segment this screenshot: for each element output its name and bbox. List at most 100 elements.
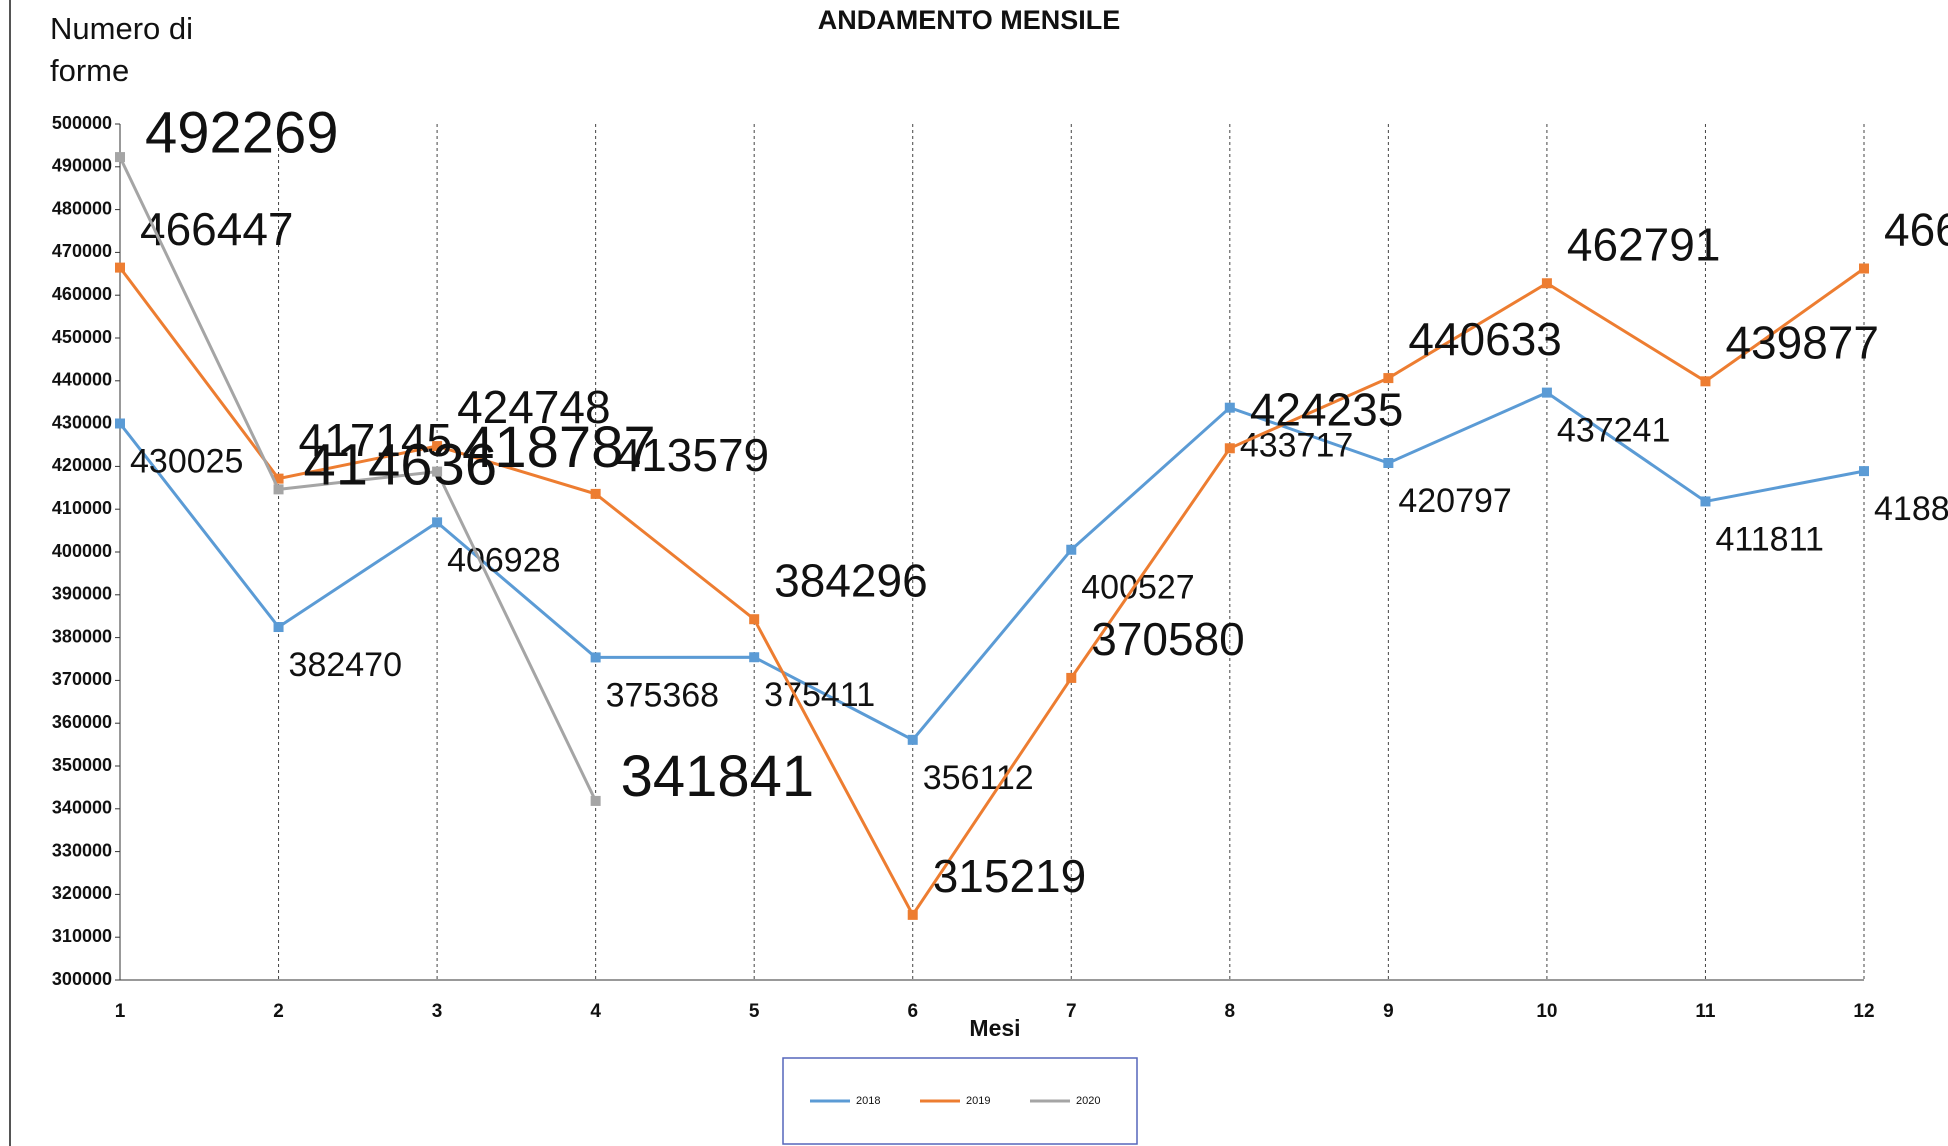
- data-point: [590, 795, 601, 806]
- data-point: [273, 473, 284, 484]
- data-point: [273, 622, 284, 633]
- x-tick-label: 1: [115, 1001, 126, 1022]
- data-point: [907, 909, 918, 920]
- y-tick-label: 370000: [52, 669, 112, 689]
- data-point: [1224, 443, 1235, 454]
- data-label: 400527: [1081, 569, 1194, 607]
- data-point: [749, 652, 760, 663]
- data-label: 466447: [140, 203, 294, 255]
- y-tick-label: 300000: [52, 969, 112, 989]
- x-tick-label: 3: [432, 1001, 443, 1022]
- data-label: 492269: [145, 100, 339, 165]
- series-line: [118, 266, 1865, 918]
- y-tick-label: 320000: [52, 883, 112, 903]
- y-tick-label: 490000: [52, 156, 112, 176]
- data-label: 406928: [447, 541, 560, 579]
- x-tick-label: 9: [1383, 1001, 1394, 1022]
- data-point: [273, 484, 284, 495]
- legend-label: 2020: [1076, 1095, 1100, 1107]
- data-label: 418787: [462, 415, 656, 480]
- y-tick-label: 400000: [52, 541, 112, 561]
- data-point: [432, 517, 443, 528]
- x-tick-label: 11: [1695, 1001, 1716, 1022]
- data-point: [115, 262, 125, 273]
- y-tick-label: 330000: [52, 840, 112, 860]
- x-tick-label: 5: [749, 1001, 760, 1022]
- x-tick-label: 7: [1066, 1001, 1077, 1022]
- y-tick-label: 460000: [52, 284, 112, 304]
- data-label: 375411: [764, 676, 875, 714]
- data-label: 433717: [1240, 427, 1353, 465]
- x-tick-label: 6: [907, 1001, 918, 1022]
- x-axis-label: Mesi: [969, 1015, 1020, 1041]
- y-tick-label: 360000: [52, 712, 112, 732]
- data-label: 430025: [130, 442, 243, 480]
- data-label: 418896: [1874, 490, 1948, 528]
- y-tick-label: 380000: [52, 626, 112, 646]
- data-label: 414636: [304, 433, 498, 498]
- data-label: 356112: [923, 759, 1034, 797]
- data-label: 462791: [1567, 218, 1721, 270]
- data-point: [432, 441, 443, 452]
- data-point: [1859, 466, 1869, 477]
- y-tick-label: 340000: [52, 798, 112, 818]
- y-tick-label: 450000: [52, 327, 112, 347]
- data-point: [1383, 457, 1394, 468]
- data-label: 382470: [289, 646, 402, 684]
- data-point: [115, 418, 125, 429]
- data-point: [1700, 376, 1711, 387]
- legend-label: 2018: [856, 1095, 880, 1107]
- data-point: [115, 152, 125, 163]
- x-tick-label: 4: [590, 1001, 601, 1022]
- data-point: [907, 734, 918, 745]
- data-point: [1541, 387, 1552, 398]
- data-label: 413579: [616, 429, 770, 481]
- data-label: 384296: [774, 554, 928, 606]
- y-tick-label: 410000: [52, 498, 112, 518]
- data-point: [1224, 402, 1235, 413]
- data-label: 375368: [606, 676, 719, 714]
- chart-title: ANDAMENTO MENSILE: [818, 5, 1121, 35]
- y-tick-label: 500000: [52, 113, 112, 133]
- data-point: [590, 652, 601, 663]
- series-line: [118, 390, 1865, 742]
- series-line: [118, 156, 597, 802]
- x-tick-label: 12: [1853, 1001, 1874, 1022]
- data-point: [1700, 496, 1711, 507]
- x-tick-label: 10: [1536, 1001, 1557, 1022]
- data-point: [1066, 544, 1077, 555]
- data-label: 424235: [1250, 383, 1404, 435]
- y-tick-label: 470000: [52, 241, 112, 261]
- data-label: 466235: [1884, 204, 1948, 256]
- y-axis-label: Numero di forme: [50, 11, 193, 88]
- data-label: 440633: [1408, 313, 1562, 365]
- data-label: 370580: [1091, 613, 1245, 665]
- y-tick-label: 430000: [52, 412, 112, 432]
- data-label: 411811: [1715, 520, 1823, 558]
- data-point: [1383, 373, 1394, 384]
- data-point: [1541, 278, 1552, 289]
- data-label: 437241: [1557, 412, 1670, 450]
- data-label: 417145: [299, 414, 453, 466]
- x-tick-label: 2: [273, 1001, 284, 1022]
- data-label: 439877: [1725, 316, 1879, 368]
- y-tick-label: 420000: [52, 455, 112, 475]
- data-point: [432, 466, 443, 477]
- y-tick-label: 310000: [52, 926, 112, 946]
- y-tick-label: 350000: [52, 755, 112, 775]
- x-tick-label: 8: [1225, 1001, 1236, 1022]
- data-point: [590, 488, 601, 499]
- data-point: [1066, 672, 1077, 683]
- data-label: 315219: [933, 850, 1087, 902]
- data-label: 341841: [621, 744, 815, 809]
- data-point: [1859, 263, 1869, 274]
- legend-label: 2019: [966, 1095, 990, 1107]
- y-tick-label: 440000: [52, 370, 112, 390]
- data-label: 424748: [457, 381, 611, 433]
- data-point: [749, 614, 760, 625]
- y-tick-label: 390000: [52, 584, 112, 604]
- y-tick-label: 480000: [52, 198, 112, 218]
- data-label: 420797: [1398, 482, 1511, 520]
